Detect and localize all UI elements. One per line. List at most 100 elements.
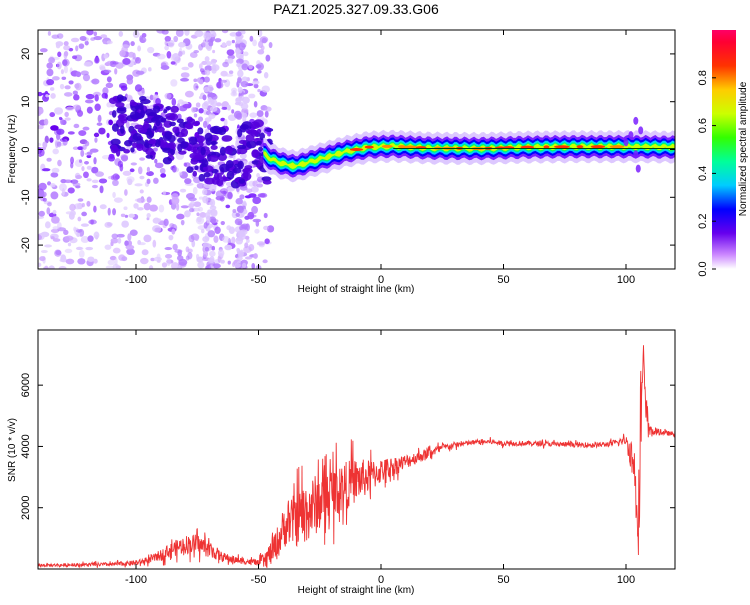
noise-blob [81, 70, 89, 75]
noise-blob [153, 178, 159, 184]
ridge-blob [211, 141, 218, 145]
ridge-blob [244, 165, 252, 169]
noise-blob [50, 125, 59, 131]
noise-blob [252, 39, 257, 46]
ridge-blob [209, 155, 219, 162]
noise-blob [202, 196, 208, 204]
snr-panel: -100 -50 0 50 100 200040006000 Height of str… [7, 330, 675, 596]
noise-blob [236, 213, 240, 217]
noise-blob [87, 257, 94, 262]
ridge-blob [131, 102, 138, 107]
noise-blob [39, 256, 45, 261]
noise-blob [130, 168, 135, 172]
noise-blob [103, 54, 108, 59]
noise-blob [254, 84, 259, 89]
ridge-blob [133, 133, 142, 141]
ridge-blob [226, 160, 234, 168]
noise-blob [207, 97, 212, 103]
noise-blob [265, 111, 269, 118]
noise-blob [222, 42, 227, 47]
noise-blob [248, 244, 254, 251]
noise-blob [46, 79, 54, 85]
noise-blob [191, 107, 196, 113]
noise-blob [266, 55, 271, 62]
noise-blob [64, 112, 69, 117]
noise-blob [185, 91, 194, 98]
ridge-blob [181, 128, 188, 137]
noise-blob [74, 83, 79, 88]
ridge-blob [220, 147, 226, 156]
noise-blob [105, 244, 112, 249]
noise-blob [117, 234, 125, 238]
noise-blob [75, 45, 78, 51]
noise-blob [114, 197, 123, 202]
noise-blob [194, 30, 203, 37]
snr-y-label: SNR (10 * v/v) [7, 418, 18, 482]
noise-blob [163, 191, 166, 195]
noise-blob [52, 148, 59, 154]
ridge-blob [120, 125, 125, 134]
noise-blob [103, 40, 106, 44]
noise-blob [69, 204, 76, 211]
ridge-blob [216, 179, 223, 186]
noise-blob [98, 115, 102, 123]
noise-blob [137, 45, 141, 51]
noise-blob [206, 216, 210, 224]
ridge-blob [189, 136, 198, 144]
noise-blob [157, 54, 166, 60]
noise-blob [106, 133, 109, 138]
ridge-blob [149, 132, 155, 137]
noise-blob [82, 203, 85, 207]
disturbance-blob [628, 131, 633, 139]
noise-blob [208, 41, 213, 46]
ridge-blob [256, 141, 262, 145]
noise-blob [60, 84, 64, 89]
ridge-blob [204, 177, 215, 184]
noise-blob [121, 214, 126, 217]
noise-blob [154, 228, 161, 233]
noise-blob [165, 36, 171, 42]
noise-blob [68, 131, 75, 134]
noise-blob [205, 70, 210, 76]
noise-blob [38, 183, 46, 191]
ridge-blob [239, 140, 247, 144]
noise-blob [157, 254, 161, 260]
noise-blob [168, 235, 173, 241]
noise-blob [231, 237, 235, 244]
noise-blob [98, 128, 105, 135]
ridge-blob [177, 118, 184, 123]
noise-blob [164, 46, 169, 51]
noise-blob [110, 241, 113, 246]
noise-blob [41, 192, 47, 198]
noise-blob [172, 165, 177, 173]
noise-blob [210, 199, 215, 207]
noise-blob [84, 161, 89, 165]
noise-blob [193, 50, 199, 53]
noise-blob [209, 251, 215, 257]
noise-blob [108, 155, 115, 161]
noise-blob [108, 120, 113, 126]
ridge-blob [153, 126, 157, 131]
noise-blob [229, 226, 235, 234]
noise-blob [76, 71, 81, 77]
noise-blob [90, 219, 94, 224]
noise-blob [99, 178, 107, 183]
noise-blob [197, 216, 202, 222]
noise-blob [257, 70, 262, 73]
noise-blob [81, 166, 84, 171]
noise-blob [43, 198, 47, 202]
noise-blob [104, 222, 112, 228]
noise-blob [76, 229, 82, 233]
ridge-blob [169, 122, 176, 127]
noise-blob [77, 258, 85, 264]
ridge-blob [116, 148, 120, 156]
noise-blob [184, 210, 191, 217]
noise-blob [65, 236, 74, 241]
ridge-blob [157, 127, 165, 133]
noise-blob [214, 38, 221, 42]
noise-blob [68, 80, 73, 84]
noise-blob [178, 259, 187, 266]
hot-spot [365, 146, 374, 149]
ridge-blob [199, 174, 206, 182]
noise-blob [135, 84, 142, 91]
